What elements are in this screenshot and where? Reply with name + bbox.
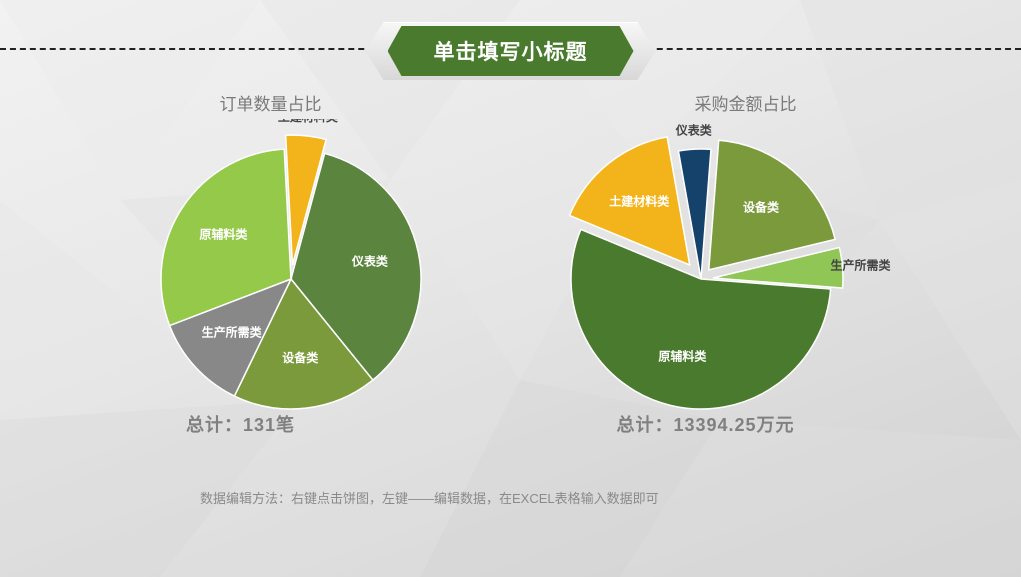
pie-left[interactable]: 仪表类设备类 生产所需类 原辅料类 土建材料类 (126, 119, 456, 419)
title-badge[interactable]: 单击填写小标题 (366, 22, 656, 80)
chart-title-right: 采购金额占比 (695, 90, 797, 115)
slice-label: 土建材料类 (609, 193, 670, 208)
chart-total-left: 总计：131笔 (186, 411, 295, 437)
slice-label: 设备类 (743, 200, 780, 215)
slice-label: 生产所需类 (201, 325, 262, 340)
chart-purchase-amount[interactable]: 采购金额占比 设备类原辅料类 土建材料类 仪表类生产所需类 总计：13394.25万… (536, 90, 896, 437)
chart-order-qty[interactable]: 订单数量占比 仪表类设备类 生产所需类 原辅料类 土建材料类 总计：131笔 (126, 90, 456, 437)
footnote: 数据编辑方法：右键点击饼图，左键——编辑数据，在EXCEL表格输入数据即可 (200, 488, 659, 507)
chart-title-left: 订单数量占比 (220, 90, 322, 115)
pie-right[interactable]: 设备类原辅料类 土建材料类 仪表类生产所需类 (536, 119, 896, 419)
slice-label: 生产所需类 (830, 257, 891, 272)
title-badge-label: 单击填写小标题 (388, 26, 634, 76)
slice-label: 设备类 (282, 350, 319, 365)
slice-label: 原辅料类 (199, 226, 248, 241)
slice-label: 土建材料类 (277, 119, 338, 124)
slice-label: 仪表类 (350, 253, 388, 268)
slice-label: 仪表类 (674, 122, 712, 137)
slice-label: 原辅料类 (658, 349, 707, 364)
chart-total-right: 总计：13394.25万元 (616, 411, 794, 437)
